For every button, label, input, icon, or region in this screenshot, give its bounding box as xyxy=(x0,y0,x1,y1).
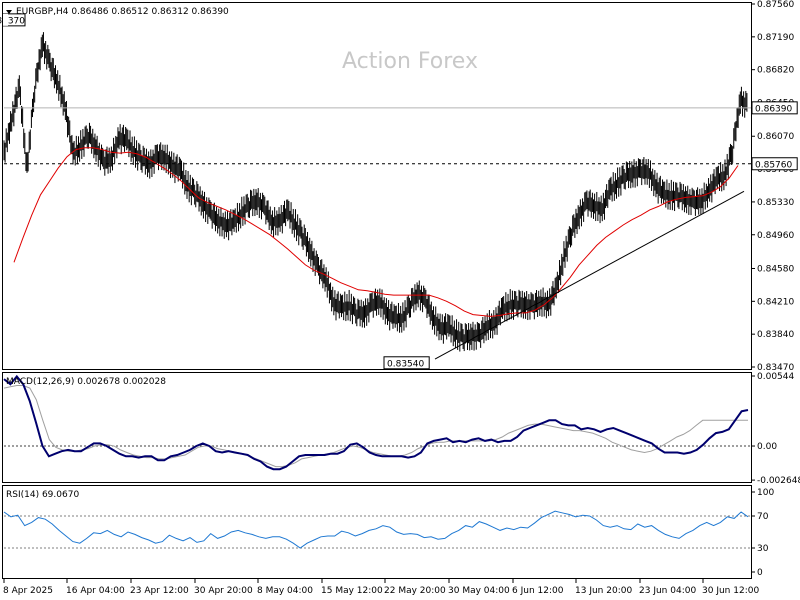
time-tick-label: 8 Apr 2025 xyxy=(3,586,53,596)
macd-signal-line xyxy=(3,385,748,468)
macd-tick-label: 0.00 xyxy=(757,442,777,452)
time-tick-label: 16 Apr 04:00 xyxy=(66,586,125,596)
rsi-tick-label: 0 xyxy=(757,568,763,578)
time-tick-label: 23 Apr 12:00 xyxy=(130,586,189,596)
time-tick-label: 15 May 12:00 xyxy=(321,586,383,596)
level-price-label-box xyxy=(751,157,798,171)
macd-main-line xyxy=(3,374,749,471)
price-markers: 0.86390 0.85760 0.87370 0.83540 xyxy=(0,13,798,370)
time-tick-label: 8 May 04:00 xyxy=(257,586,313,596)
macd-axis-ticks: 0.00544 0.00 -0.002648 xyxy=(4,372,800,486)
chart-header: EURGBP,H4 0.86486 0.86512 0.86312 0.8639… xyxy=(6,7,229,17)
low-marker-label-box xyxy=(383,356,430,370)
moving-average-line xyxy=(13,147,739,317)
price-series xyxy=(3,32,748,352)
price-tick-label: 0.87560 xyxy=(757,0,794,10)
low-marker-label: 0.83540 xyxy=(387,359,424,369)
rsi-tick-label: 70 xyxy=(757,512,769,522)
time-tick-label: 30 May 04:00 xyxy=(448,586,510,596)
rsi-panel xyxy=(2,485,752,579)
time-tick-label: 30 Apr 20:00 xyxy=(194,586,253,596)
time-tick-label: 30 Jun 12:00 xyxy=(702,586,759,596)
time-axis: 8 Apr 2025 16 Apr 04:00 23 Apr 12:00 30 Apr… xyxy=(3,579,759,596)
trendline xyxy=(434,190,745,360)
macd-panel xyxy=(2,372,752,483)
price-tick-label: 0.83470 xyxy=(757,363,794,373)
rsi-title: RSI(14) 69.0670 xyxy=(6,490,79,500)
current-price-label: 0.86390 xyxy=(755,104,792,114)
price-tick-label: 0.86820 xyxy=(757,66,794,76)
level-price-label: 0.85760 xyxy=(755,160,792,170)
rsi-tick-label: 30 xyxy=(757,544,769,554)
symbol-header: EURGBP,H4 0.86486 0.86512 0.86312 0.8639… xyxy=(16,7,229,17)
rsi-line xyxy=(3,510,749,549)
chevron-down-icon[interactable] xyxy=(6,10,12,14)
high-marker-label: 0.87370 xyxy=(0,16,25,26)
price-tick-label: 0.84960 xyxy=(757,231,794,241)
price-tick-label: 0.85330 xyxy=(757,198,794,208)
price-tick-label: 0.83840 xyxy=(757,330,794,340)
rsi-tick-label: 100 xyxy=(757,488,774,498)
time-tick-label: 22 May 20:00 xyxy=(384,586,446,596)
price-tick-label: 0.86070 xyxy=(757,132,794,142)
price-tick-label: 0.84580 xyxy=(757,264,794,274)
high-marker-clip xyxy=(3,13,8,26)
price-tick-label: 0.87190 xyxy=(757,33,794,43)
time-tick-label: 13 Jun 20:00 xyxy=(575,586,632,596)
current-price-label-box xyxy=(751,101,798,115)
rsi-axis-ticks: 100 70 30 0 xyxy=(4,488,774,578)
macd-tick-label: 0.00544 xyxy=(757,372,794,382)
watermark: Action Forex xyxy=(342,49,478,74)
macd-tick-label: -0.002648 xyxy=(757,476,800,486)
price-axis-ticks: 0.875600.871900.868200.864500.860700.857… xyxy=(751,0,794,373)
price-tick-label: 0.84210 xyxy=(757,297,794,307)
macd-title: MACD(12,26,9) 0.002678 0.002028 xyxy=(6,377,166,387)
time-tick-label: 23 Jun 04:00 xyxy=(639,586,696,596)
time-tick-label: 6 Jun 12:00 xyxy=(512,586,564,596)
